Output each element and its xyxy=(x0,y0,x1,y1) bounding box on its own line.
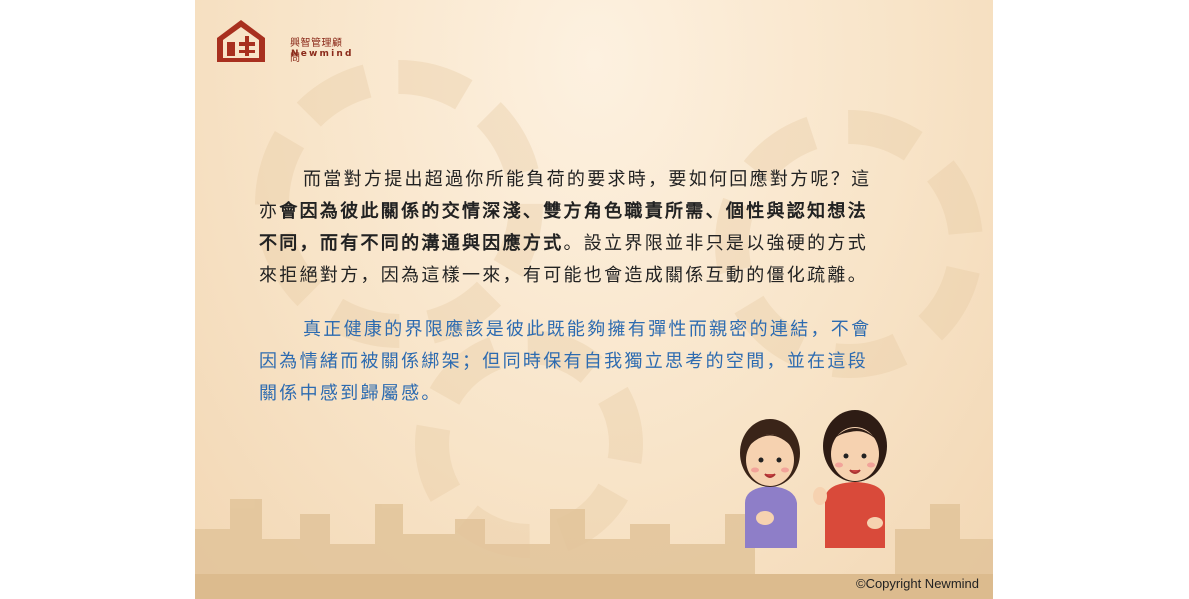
paragraph-healthy-boundaries: 真正健康的界限應該是彼此既能夠擁有彈性而親密的連結，不會 因為情緒而被關係綁架；… xyxy=(259,314,929,410)
text-line: 關係中感到歸屬感。 xyxy=(259,383,442,404)
text-line: 因為情緒而被關係綁架；但同時保有自我獨立思考的空間，並在這段 xyxy=(259,351,868,372)
logo-chinese-name: 興智管理顧問 xyxy=(290,38,343,64)
text-line: 不同，而有不同的溝通與因應方式。設立界限並非只是以強硬的方式 xyxy=(259,233,868,254)
paragraph-boundaries-intro: 而當對方提出超過你所能負荷的要求時，要如何回應對方呢？這 亦會因為彼此關係的交情… xyxy=(259,164,929,292)
two-women-talking-illustration xyxy=(740,410,887,548)
text-line: 來拒絕對方，因為這樣一來，有可能也會造成關係互動的僵化疏離。 xyxy=(259,265,868,286)
copyright-notice: ©Copyright Newmind xyxy=(855,576,979,591)
text-line: 真正健康的界限應該是彼此既能夠擁有彈性而親密的連結，不會 xyxy=(303,319,872,340)
house-logo-icon xyxy=(217,20,265,62)
logo-english-name: Newmind xyxy=(291,49,354,59)
company-logo: 興智管理顧問 Newmind xyxy=(215,16,351,66)
text-line: 而當對方提出超過你所能負荷的要求時，要如何回應對方呢？這 xyxy=(303,169,872,190)
slide: 興智管理顧問 Newmind 而當對方提出超過你所能負荷的要求時，要如何回應對方… xyxy=(195,0,993,599)
text-line: 亦會因為彼此關係的交情深淺、雙方角色職責所需、個性與認知想法 xyxy=(259,201,869,222)
